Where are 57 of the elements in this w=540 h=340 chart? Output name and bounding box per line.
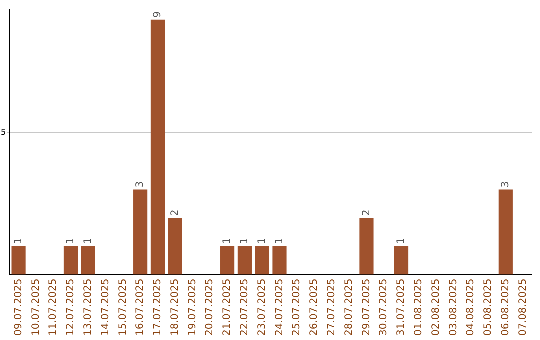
x-tick-label: 16.07.2025 [135,278,146,336]
x-tick-label: 14.07.2025 [100,278,112,336]
data-label: 1 [222,238,234,244]
x-tick-label: 24.07.2025 [274,278,286,336]
x-tick-label: 19.07.2025 [187,278,198,336]
x-tick-label: 13.07.2025 [82,278,94,336]
data-label: 1 [66,238,77,244]
data-label: 1 [82,238,94,244]
data-label: 3 [500,181,512,188]
x-tick-label: 09.07.2025 [13,278,24,336]
x-tick-label: 02.08.2025 [430,278,442,336]
data-label: 1 [274,238,286,244]
x-tick-label: 29.07.2025 [361,278,372,336]
data-label: 1 [256,238,268,244]
x-tick-label: 23.07.2025 [256,278,268,336]
data-label: 1 [240,238,251,244]
bar [255,246,270,275]
bar [168,218,182,275]
bar [150,20,166,275]
bar [394,246,409,275]
bar [498,190,513,275]
bar [360,218,374,275]
data-label: 3 [135,181,146,188]
bar [64,246,78,275]
x-tick-label: 21.07.2025 [222,278,234,336]
x-tick-label: 22.07.2025 [240,278,251,336]
x-tick-label: 07.08.2025 [518,278,529,336]
bar [81,246,96,275]
x-tick-label: 27.07.2025 [326,278,338,336]
x-tick-label: 11.07.2025 [48,278,60,336]
x-tick-label: 30.07.2025 [378,278,390,336]
data-label: 1 [396,238,408,244]
x-tick-label: 10.07.2025 [30,278,42,336]
bar [134,190,148,275]
x-tick-label: 20.07.2025 [204,278,216,336]
x-tick-label: 06.08.2025 [500,278,512,336]
x-tick-label: 26.07.2025 [309,278,320,336]
x-tick-label: 03.08.2025 [448,278,460,336]
x-tick-label: 05.08.2025 [483,278,494,336]
bar [272,246,287,275]
x-tick-label: 31.07.2025 [396,278,408,336]
x-tick-label: 01.08.2025 [414,278,425,336]
x-tick-label: 04.08.2025 [466,278,477,336]
bar [12,246,26,275]
x-tick-label: 15.07.2025 [118,278,129,336]
bar [220,246,235,275]
x-tick-label: 17.07.2025 [152,278,164,336]
x-tick-label: 12.07.2025 [66,278,77,336]
x-tick-label: 28.07.2025 [344,278,355,336]
data-label: 9 [152,12,164,18]
x-tick-label: 25.07.2025 [292,278,303,336]
x-tick-label: 18.07.2025 [170,278,181,336]
data-label: 2 [170,210,181,216]
y-tick-label: 5 [0,128,6,138]
data-label: 1 [13,238,24,244]
bar [238,246,252,275]
data-label: 2 [361,210,372,216]
